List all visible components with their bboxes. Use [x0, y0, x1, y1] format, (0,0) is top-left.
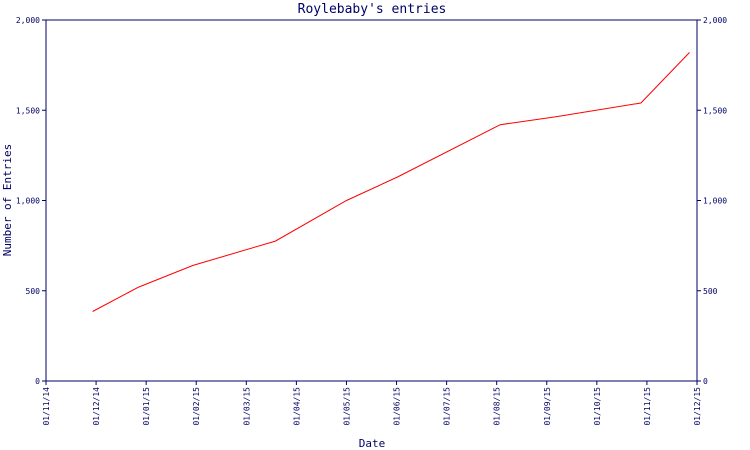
x-tick-label: 01/12/14 [92, 387, 101, 426]
y-axis-label: Number of Entries [1, 144, 14, 257]
x-axis-label: Date [359, 437, 386, 450]
y-tick-label-right: 2,000 [703, 16, 727, 25]
x-tick-label: 01/11/15 [643, 387, 652, 426]
y-tick-label-right: 1,000 [703, 197, 727, 206]
x-tick-label: 01/10/15 [593, 387, 602, 426]
x-tick-label: 01/08/15 [493, 387, 502, 426]
x-tick-label: 01/04/15 [292, 387, 301, 426]
x-tick-label: 01/09/15 [543, 387, 552, 426]
y-tick-label-left: 500 [26, 287, 41, 296]
x-tick-label: 01/07/15 [443, 387, 452, 426]
x-tick-label: 01/11/14 [42, 387, 51, 426]
y-tick-label-right: 0 [703, 377, 708, 386]
plot-area [45, 19, 698, 382]
series-line [92, 52, 690, 312]
x-tick-label: 01/06/15 [393, 387, 402, 426]
y-tick-label-left: 1,500 [16, 106, 40, 115]
y-tick-label-left: 1,000 [16, 197, 40, 206]
y-tick-label-left: 2,000 [16, 16, 40, 25]
y-tick-label-right: 1,500 [703, 106, 727, 115]
x-tick-label: 01/05/15 [342, 387, 351, 426]
x-tick-label: 01/01/15 [142, 387, 151, 426]
chart-title: Roylebaby's entries [298, 2, 447, 17]
x-tick-label: 01/03/15 [242, 387, 251, 426]
x-tick-label: 01/02/15 [192, 387, 201, 426]
y-tick-label-right: 500 [703, 287, 718, 296]
y-tick-label-left: 0 [35, 377, 40, 386]
x-tick-label: 01/12/15 [693, 387, 702, 426]
